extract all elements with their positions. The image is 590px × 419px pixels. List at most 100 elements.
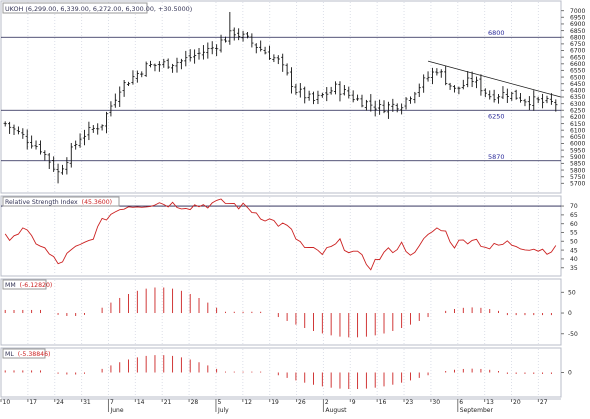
price-ytick-label: 6300: [570, 101, 585, 108]
rsi-title: Relative Strength Index (45.3600): [5, 199, 112, 206]
rsi-line: [4, 198, 557, 271]
ohlc-bar: [276, 55, 280, 65]
mm-title-value: (-6.12820): [20, 282, 53, 289]
price-ytick-label: 5750: [570, 174, 585, 181]
ohlc-bar: [514, 89, 518, 100]
ohlc-bar: [540, 93, 545, 109]
ohlc-bar: [267, 45, 272, 60]
price-ytick-label: 6600: [570, 61, 585, 68]
ohlc-bar: [78, 133, 82, 148]
ohlc-bar: [131, 70, 135, 85]
ohlc-bar: [100, 124, 104, 131]
price-ytick-label: 6050: [570, 134, 585, 141]
ml-title-name: ML: [5, 351, 14, 358]
ohlc-bar: [554, 99, 558, 112]
x-tick-label: 14: [137, 399, 145, 406]
ohlc-bar: [474, 76, 479, 89]
ohlc-bar: [404, 97, 408, 110]
price-y-axis: 5700575058005850590059506000605061006150…: [561, 8, 585, 188]
mm-histogram: [4, 287, 552, 338]
ohlc-bar: [237, 28, 241, 41]
ohlc-bar: [355, 94, 360, 101]
ohlc-bar: [422, 74, 426, 93]
ohlc-bar: [193, 49, 197, 64]
month-label: June: [109, 407, 123, 414]
ohlc-bar: [316, 90, 320, 105]
ohlc-bar: [523, 98, 527, 107]
ml-ytick-label: 0: [568, 370, 572, 377]
ohlc-bar: [223, 36, 228, 43]
mm-title: MM (-6.12820): [5, 282, 52, 289]
ohlc-bar: [135, 70, 139, 83]
ohlc-bar: [386, 101, 391, 119]
x-tick-label: 21: [164, 399, 172, 406]
ohlc-bar: [82, 129, 87, 146]
ohlc-bar: [549, 93, 553, 105]
ohlc-bar: [378, 99, 382, 115]
x-tick-label: 26: [298, 399, 306, 406]
rsi-ytick-label: 45: [570, 247, 578, 254]
ohlc-bar: [289, 67, 294, 94]
x-tick-label: 12: [244, 399, 252, 406]
mm-ytick-label: 50: [568, 290, 576, 297]
ohlc-bar: [184, 50, 188, 67]
x-tick-label: 24: [56, 399, 64, 406]
price-panel: 6800 6250 5870 570057505800585059005950600…: [0, 0, 585, 194]
ohlc-bar: [395, 103, 399, 113]
mm-title-name: MM: [5, 282, 16, 289]
ohlc-bar: [536, 96, 540, 104]
ohlc-bar: [215, 44, 219, 57]
price-level-label-0: 6800: [488, 29, 505, 37]
ohlc-bar: [162, 58, 166, 68]
ohlc-bar: [210, 41, 214, 55]
ohlc-bar: [259, 40, 263, 52]
month-label: August: [325, 407, 347, 414]
price-title: UKOH (6,299.00, 6,339.00, 6,272.00, 6,30…: [5, 5, 192, 13]
x-tick-label: 13: [486, 399, 494, 406]
mm-panel: -50 0 50 MM (-6.12820): [0, 278, 578, 346]
ohlc-bar: [417, 83, 421, 97]
ohlc-bar: [47, 153, 51, 170]
ohlc-bar: [56, 163, 60, 184]
ml-plot-area: [0, 347, 562, 398]
ohlc-bar: [483, 88, 487, 98]
mm-y-axis: -50 0 50: [561, 290, 578, 338]
ohlc-bar: [325, 87, 329, 102]
price-ytick-label: 6800: [570, 34, 585, 41]
ohlc-bar: [452, 85, 457, 93]
ohlc-bar: [338, 81, 342, 102]
ohlc-bar: [342, 85, 346, 96]
ohlc-bar: [12, 124, 16, 135]
price-level-label-1: 6250: [488, 112, 505, 120]
rsi-ytick-label: 35: [570, 265, 578, 272]
price-ytick-label: 6350: [570, 94, 585, 101]
ohlc-bar: [426, 71, 430, 82]
x-tick-label: 16: [379, 399, 387, 406]
ohlc-bar: [439, 69, 443, 78]
ohlc-bar: [8, 121, 12, 134]
ohlc-bar: [122, 79, 126, 97]
ohlc-bar: [457, 86, 461, 95]
ohlc-bar: [104, 111, 109, 134]
rsi-ytick-label: 65: [570, 212, 578, 219]
ohlc-bar: [364, 99, 368, 111]
ohlc-bar: [126, 81, 131, 86]
ohlc-bar: [34, 140, 38, 150]
ohlc-bar: [228, 11, 232, 45]
rsi-title-name: Relative Strength Index: [5, 199, 78, 206]
x-tick-label: 31: [83, 399, 91, 406]
price-horizontal-lines: 6800 6250 5870: [1, 29, 561, 162]
x-tick-label: 10: [3, 399, 11, 406]
x-tick-label: 17: [29, 399, 37, 406]
ohlc-bar: [87, 121, 91, 141]
ohlc-bar: [391, 98, 395, 112]
ohlc-bar: [21, 128, 25, 139]
x-tick-label: 7: [110, 399, 114, 406]
ohlc-bar: [272, 54, 276, 63]
ohlc-bar: [510, 91, 514, 101]
price-ytick-label: 6900: [570, 21, 585, 28]
rsi-ytick-label: 55: [570, 230, 578, 237]
price-ytick-label: 6500: [570, 74, 585, 81]
